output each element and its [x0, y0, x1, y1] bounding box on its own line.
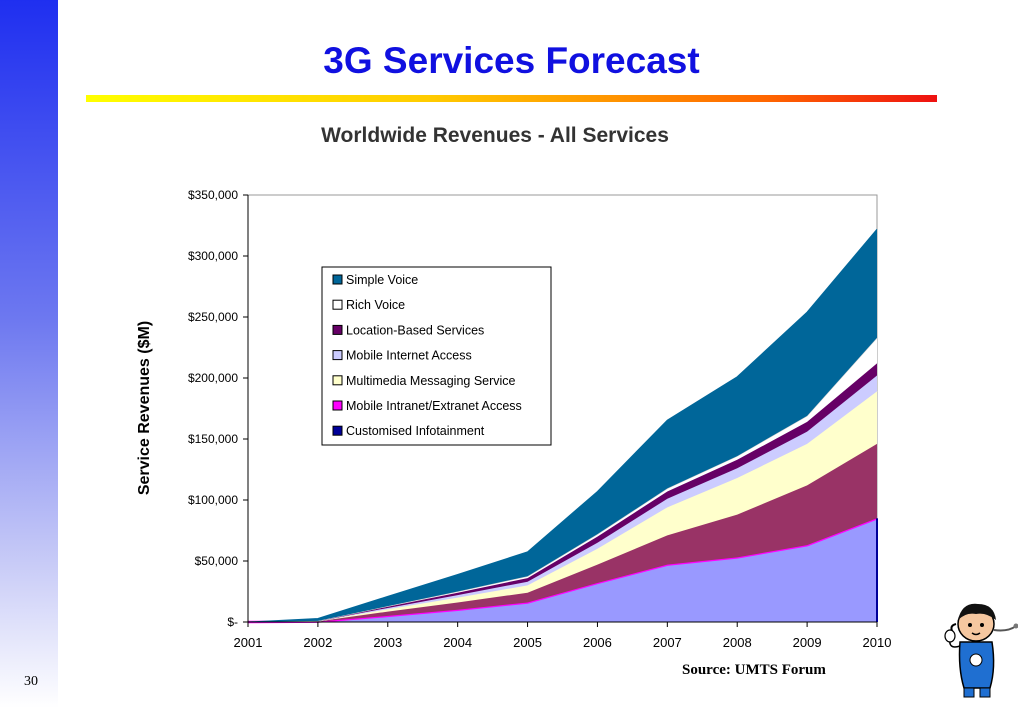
title-underline [86, 95, 937, 102]
x-tick-label: 2007 [653, 635, 682, 650]
chart-title: Worldwide Revenues - All Services [321, 124, 669, 147]
x-tick-label: 2006 [583, 635, 612, 650]
y-tick-label: $250,000 [188, 310, 238, 324]
legend-box [321, 266, 552, 446]
area-simple-voice [248, 229, 877, 622]
area-edge-simple-voice [247, 228, 878, 623]
x-tick-label: 2004 [443, 635, 472, 650]
y-tick-label: $150,000 [188, 432, 238, 446]
area-multimedia-messaging-service [248, 391, 877, 622]
y-tick-label: $100,000 [188, 493, 238, 507]
page-number: 30 [24, 674, 38, 689]
y-tick-label: $350,000 [188, 188, 238, 202]
x-tick-label: 2008 [723, 635, 752, 650]
area-customised-infotainment [248, 518, 877, 622]
legend-label: Mobile Internet Access [346, 349, 472, 363]
y-tick-label: $50,000 [195, 554, 239, 568]
legend-label: Multimedia Messaging Service [346, 374, 516, 388]
legend-item: Customised Infotainment [332, 424, 485, 438]
legend-label: Rich Voice [346, 298, 405, 312]
x-tick-label: 2005 [513, 635, 542, 650]
legend-item: Mobile Intranet/Extranet Access [332, 399, 522, 413]
legend-swatch [332, 350, 343, 361]
legend-item: Mobile Internet Access [332, 349, 472, 363]
y-tick-label: $300,000 [188, 249, 238, 263]
cartoon-mascot-icon [944, 603, 1018, 698]
legend-item: Rich Voice [332, 298, 405, 312]
x-tick-label: 2001 [234, 635, 263, 650]
legend-item: Simple Voice [332, 273, 418, 287]
legend-label: Customised Infotainment [346, 424, 485, 438]
area-mobile-intranet-extranet-access [248, 443, 877, 622]
x-tick-label: 2010 [863, 635, 892, 650]
legend-swatch [332, 375, 343, 386]
y-tick-label: $- [227, 615, 238, 629]
x-tick-label: 2009 [793, 635, 822, 650]
legend-item: Multimedia Messaging Service [332, 374, 516, 388]
x-tick-label: 2003 [373, 635, 402, 650]
legend-swatch [332, 425, 343, 436]
slide-title: 3G Services Forecast [323, 40, 700, 81]
x-tick-label: 2002 [303, 635, 332, 650]
left-decorative-bar [0, 0, 58, 708]
legend-swatch [332, 299, 343, 310]
legend-label: Simple Voice [346, 273, 418, 287]
legend-swatch [332, 400, 343, 411]
legend-swatch [332, 324, 343, 335]
legend-label: Mobile Intranet/Extranet Access [346, 399, 522, 413]
y-tick-label: $200,000 [188, 371, 238, 385]
y-axis-label: Service Revenues ($M) [136, 321, 153, 495]
legend-item: Location-Based Services [332, 323, 484, 337]
legend-swatch [332, 274, 343, 285]
legend-label: Location-Based Services [346, 323, 484, 337]
source-note: Source: UMTS Forum [682, 662, 826, 678]
